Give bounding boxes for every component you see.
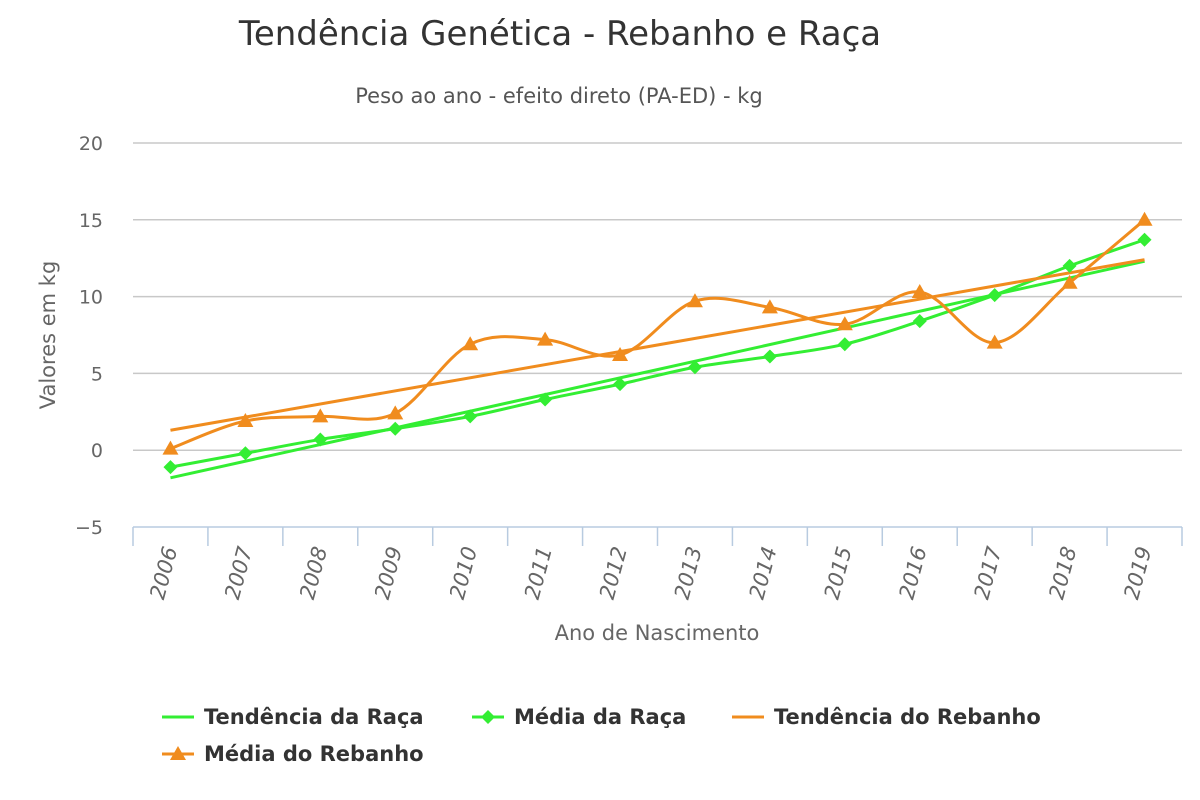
data-point-media-do-rebanho [911,283,928,298]
data-point-media-do-rebanho [462,336,479,351]
data-point-media-da-raca [762,349,777,364]
data-point-media-do-rebanho [537,331,554,346]
x-tick-label: 2010 [445,544,482,602]
chart-subtitle: Peso ao ano - efeito direto (PA-ED) - kg [355,84,763,108]
data-point-media-do-rebanho [686,293,703,308]
data-point-media-da-raca [687,360,702,375]
legend-label: Média da Raça [514,705,687,729]
data-point-media-do-rebanho [237,413,254,428]
data-point-media-do-rebanho [986,334,1003,349]
legend-triangle-marker [170,746,186,760]
series-line-media-do-rebanho [169,218,1146,451]
y-tick-label: −5 [75,517,103,539]
data-point-media-da-raca [388,421,403,436]
y-tick-label: 5 [91,363,103,385]
data-point-media-do-rebanho [761,299,778,314]
data-point-media-do-rebanho [1061,274,1078,289]
x-tick-label: 2018 [1044,544,1081,602]
data-point-media-da-raca [463,409,478,424]
data-point-media-do-rebanho [836,316,853,331]
legend-label: Tendência da Raça [204,705,424,729]
legend-item-media-do-rebanho[interactable]: Média do Rebanho [160,737,424,771]
legend-label: Média do Rebanho [204,742,424,766]
x-tick-label: 2013 [670,544,707,602]
data-point-media-do-rebanho [387,405,404,420]
y-axis-title: Valores em kg [36,261,60,410]
data-point-media-da-raca [987,288,1002,303]
x-tick-label: 2011 [520,544,557,602]
y-tick-label: 20 [79,133,103,155]
data-point-media-da-raca [613,377,628,392]
x-tick-label: 2006 [145,544,182,602]
data-point-media-do-rebanho [1136,211,1153,226]
y-tick-label: 0 [91,440,103,462]
x-tick-label: 2017 [969,543,1006,601]
legend-item-tendencia-do-rebanho[interactable]: Tendência do Rebanho [730,700,1041,734]
legend-symbol [162,746,194,760]
x-tick-label: 2019 [1119,544,1156,602]
legend-symbol [472,710,504,724]
legend-symbol [732,715,764,719]
data-point-media-da-raca [538,392,553,407]
x-tick-label: 2014 [745,544,782,602]
x-tick-label: 2012 [595,544,632,602]
data-point-media-da-raca [837,337,852,352]
legend-label: Tendência do Rebanho [774,705,1041,729]
legend-item-media-da-raca[interactable]: Média da Raça [470,700,686,734]
data-point-media-do-rebanho [612,346,629,361]
data-point-media-da-raca [1062,258,1077,273]
data-point-media-do-rebanho [162,440,179,455]
data-point-media-da-raca [238,446,253,461]
data-point-media-do-rebanho [312,408,329,423]
chart-plot-area: −5 0 5 10 15 20 2006 2007 2008 2009 2010 2011 2012 2… [36,133,1183,645]
legend-diamond-marker [481,710,495,724]
data-point-media-da-raca [313,432,328,447]
chart-title: Tendência Genética - Rebanho e Raça [238,14,882,54]
legend-symbol [162,715,194,719]
series-line-media-da-raca [170,238,1146,469]
x-tick-label: 2015 [820,544,857,602]
legend-item-tendencia-da-raca[interactable]: Tendência da Raça [160,700,424,734]
x-tick-label: 2009 [370,544,407,602]
x-axis-title: Ano de Nascimento [555,621,760,645]
data-point-media-da-raca [1137,232,1152,247]
x-tick-label: 2016 [895,544,932,602]
y-tick-label: 10 [79,287,103,309]
series-line-tendencia-do-rebanho [170,258,1145,432]
series-line-tendencia-da-raca [170,259,1145,480]
y-tick-label: 15 [79,210,103,232]
x-tick-label: 2008 [295,544,332,602]
data-point-media-da-raca [912,314,927,329]
x-tick-label: 2007 [220,543,257,601]
data-point-media-da-raca [163,460,178,475]
